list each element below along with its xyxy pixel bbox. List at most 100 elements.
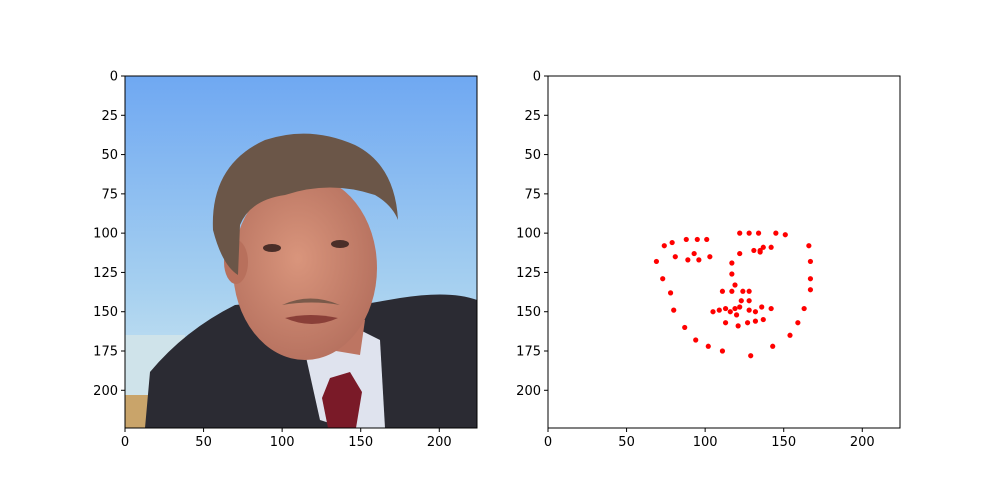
photo-panel: 0 50 100 150 200 0 25 50 75 100 125 150 175 200 <box>93 70 478 451</box>
scatter-ytick-label: 25 <box>524 109 541 124</box>
landmark-point <box>737 304 743 310</box>
landmark-point <box>746 298 752 304</box>
landmark-point <box>732 305 738 312</box>
photo-eye-left <box>263 244 281 252</box>
landmark-point <box>705 343 711 349</box>
landmark-point <box>737 230 743 236</box>
photo-xtick-label: 50 <box>195 435 212 450</box>
scatter-ytick-label: 50 <box>524 148 541 163</box>
landmarks-panel: 0 50 100 150 200 0 25 50 75 100 125 150 175 200 <box>516 70 901 451</box>
photo-ytick-label: 100 <box>93 227 118 242</box>
landmark-point <box>807 287 814 293</box>
photo-axes: 0 50 100 150 200 0 25 50 75 100 125 150 175 200 <box>93 70 452 451</box>
landmark-points <box>653 230 814 359</box>
scatter-ytick-label: 75 <box>524 187 541 202</box>
landmark-point <box>729 271 735 277</box>
landmark-point <box>722 305 729 312</box>
photo-eye-right <box>331 240 349 248</box>
landmark-point <box>744 320 751 326</box>
landmark-point <box>733 312 740 318</box>
landmark-point <box>653 258 660 265</box>
scatter-xtick-label: 100 <box>693 435 718 450</box>
landmark-point <box>696 257 702 263</box>
landmark-point <box>722 320 729 326</box>
landmark-point <box>806 243 812 249</box>
photo-tie <box>322 372 362 428</box>
photo-face <box>233 176 377 360</box>
photo-ytick-label: 0 <box>110 70 118 85</box>
landmark-point <box>660 276 666 282</box>
landmark-point <box>694 236 700 243</box>
scatter-xtick-label: 50 <box>618 435 635 450</box>
photo-xtick-label: 150 <box>348 435 373 450</box>
landmark-point <box>729 260 735 266</box>
landmark-point <box>704 236 710 243</box>
landmark-point <box>672 254 678 260</box>
scatter-plot-area <box>548 76 900 428</box>
photo-ytick-label: 125 <box>93 266 118 281</box>
photo-frame <box>124 75 478 429</box>
landmark-point <box>683 236 689 243</box>
landmark-point <box>735 323 741 329</box>
photo-hair <box>212 133 398 275</box>
scatter-ytick-label: 175 <box>516 345 541 360</box>
scatter-ytick-label: 125 <box>516 266 541 281</box>
landmark-point <box>751 247 757 254</box>
landmark-point <box>760 316 766 323</box>
photo-ytick-label: 50 <box>101 148 118 163</box>
landmark-point <box>760 244 766 250</box>
landmark-point <box>667 290 674 296</box>
landmark-point <box>737 250 743 257</box>
landmark-point <box>732 282 738 288</box>
photo-ytick-label: 150 <box>93 305 118 320</box>
landmark-point <box>746 230 752 236</box>
landmark-point <box>807 276 814 282</box>
photo-mouth <box>285 315 338 324</box>
photo-mustache <box>282 298 340 305</box>
landmark-point <box>746 307 752 313</box>
scatter-xtick-label: 0 <box>544 435 552 450</box>
landmark-point <box>710 309 716 315</box>
landmark-point <box>691 250 697 257</box>
landmark-point <box>682 324 688 331</box>
landmark-point <box>768 244 774 250</box>
photo-ytick-label: 25 <box>101 109 118 124</box>
landmark-point <box>738 298 744 304</box>
landmark-point <box>707 254 713 260</box>
photo-ytick-label: 75 <box>101 187 118 202</box>
landmark-point <box>671 307 677 313</box>
landmark-point <box>716 307 722 313</box>
scatter-ytick-label: 200 <box>516 384 541 399</box>
landmark-point <box>740 288 746 294</box>
scatter-ytick-label: 100 <box>516 227 541 242</box>
landmark-point <box>801 305 807 312</box>
photo-xtick-label: 100 <box>270 435 295 450</box>
photo-ytick-label: 175 <box>93 345 118 360</box>
scatter-axes: 0 50 100 150 200 0 25 50 75 100 125 150 175 200 <box>516 70 875 451</box>
landmark-point <box>729 288 735 294</box>
landmark-point <box>752 309 759 315</box>
landmark-point <box>752 318 759 324</box>
photo-ytick-label: 200 <box>93 384 118 399</box>
landmark-point <box>795 320 801 326</box>
landmark-point <box>782 232 788 238</box>
landmark-point <box>685 257 691 263</box>
landmark-point <box>768 305 774 312</box>
scatter-ytick-label: 150 <box>516 305 541 320</box>
landmark-point <box>727 309 733 315</box>
scatter-ytick-label: 0 <box>533 70 541 85</box>
landmark-point <box>719 348 726 354</box>
scatter-xtick-label: 150 <box>771 435 796 450</box>
photo-xtick-label: 0 <box>121 435 129 450</box>
landmark-point <box>719 288 726 294</box>
landmark-point <box>746 288 752 294</box>
landmark-point <box>773 230 779 236</box>
photo-xtick-label: 200 <box>427 435 452 450</box>
scatter-frame <box>547 75 901 429</box>
landmark-point <box>759 304 765 310</box>
face-photo <box>125 76 477 428</box>
scatter-xtick-label: 200 <box>850 435 875 450</box>
landmark-point <box>748 353 754 359</box>
landmark-point <box>770 343 776 349</box>
